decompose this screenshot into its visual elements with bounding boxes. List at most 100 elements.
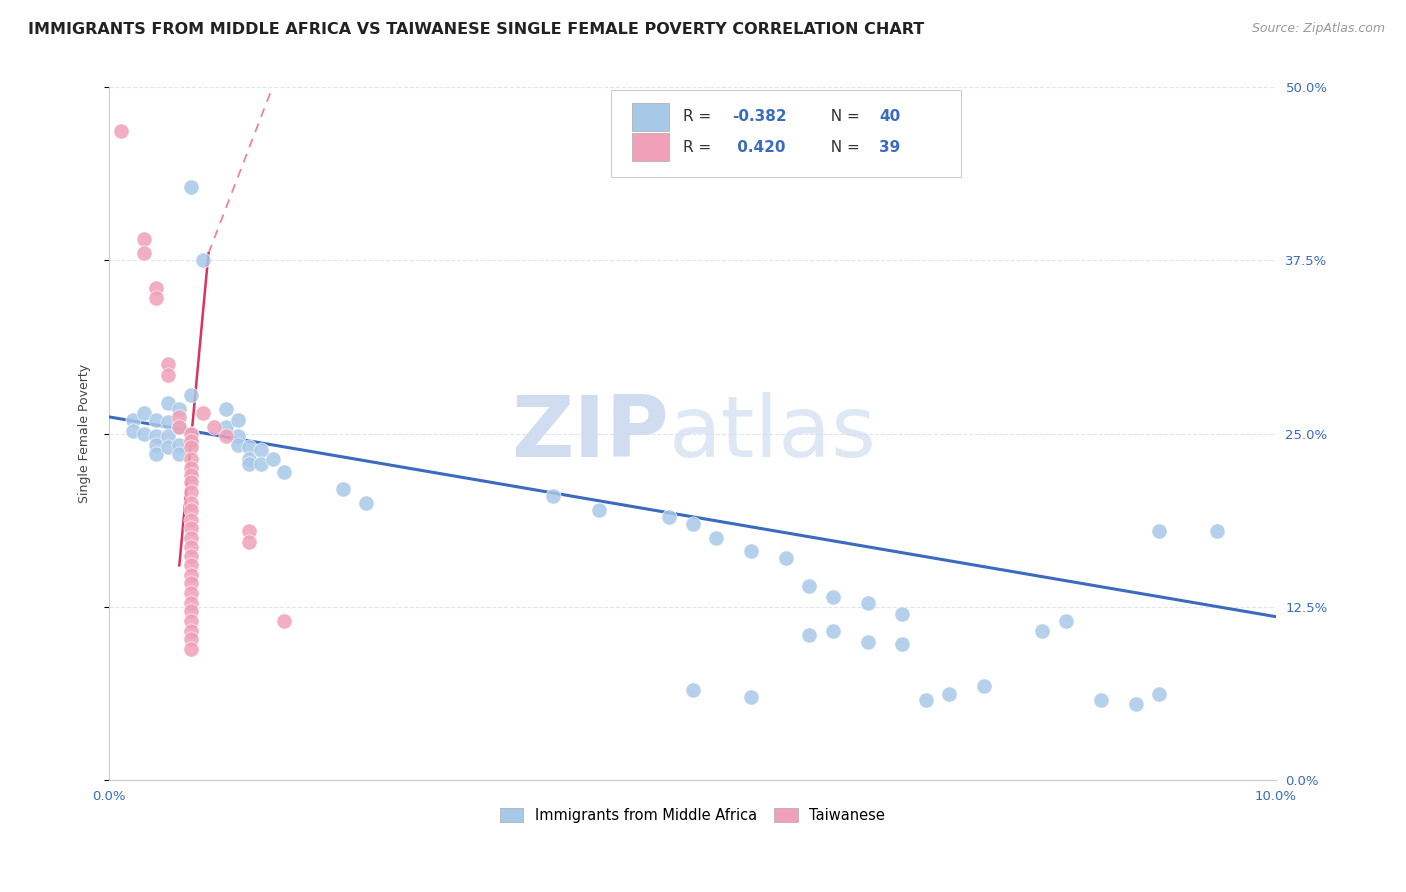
Point <box>180 426 202 441</box>
Point <box>273 614 295 628</box>
Point <box>169 401 191 416</box>
Point <box>169 419 191 434</box>
Point <box>180 641 202 656</box>
Point <box>191 406 214 420</box>
Point <box>145 429 167 443</box>
Point <box>215 419 238 434</box>
Point <box>156 357 179 371</box>
Point <box>1090 693 1112 707</box>
Point <box>226 438 249 452</box>
Point <box>250 457 273 471</box>
Point <box>1147 687 1170 701</box>
Point <box>215 429 238 443</box>
Text: 40: 40 <box>879 109 900 124</box>
Point <box>180 568 202 582</box>
Point <box>145 281 167 295</box>
Point <box>180 451 202 466</box>
Point <box>238 457 260 471</box>
Point <box>191 253 214 268</box>
FancyBboxPatch shape <box>631 103 669 130</box>
Point <box>973 679 995 693</box>
Text: -0.382: -0.382 <box>733 109 787 124</box>
Text: 0.420: 0.420 <box>733 140 786 154</box>
Point <box>1206 524 1229 538</box>
Point <box>180 388 202 402</box>
Point <box>180 531 202 545</box>
Text: R =: R = <box>683 109 716 124</box>
Point <box>180 461 202 475</box>
Point <box>238 524 260 538</box>
Point <box>354 496 377 510</box>
Point <box>891 607 914 621</box>
Point <box>1054 614 1077 628</box>
Point <box>588 503 610 517</box>
Point <box>914 693 936 707</box>
Point <box>180 426 202 441</box>
Text: N =: N = <box>821 140 865 154</box>
Point <box>180 503 202 517</box>
Point <box>180 614 202 628</box>
Point <box>180 434 202 448</box>
Point <box>238 534 260 549</box>
Point <box>891 637 914 651</box>
Point <box>110 124 132 138</box>
Point <box>856 634 879 648</box>
Point <box>180 549 202 563</box>
Text: Source: ZipAtlas.com: Source: ZipAtlas.com <box>1251 22 1385 36</box>
Point <box>156 368 179 383</box>
Text: R =: R = <box>683 140 716 154</box>
Point <box>180 596 202 610</box>
Point <box>156 396 179 410</box>
Point <box>332 482 354 496</box>
Point <box>169 438 191 452</box>
Point <box>682 683 704 698</box>
Text: atlas: atlas <box>669 392 877 475</box>
Point <box>134 232 156 246</box>
FancyBboxPatch shape <box>631 134 669 161</box>
Text: IMMIGRANTS FROM MIDDLE AFRICA VS TAIWANESE SINGLE FEMALE POVERTY CORRELATION CHA: IMMIGRANTS FROM MIDDLE AFRICA VS TAIWANE… <box>28 22 924 37</box>
Point <box>180 441 202 455</box>
Point <box>169 419 191 434</box>
Legend: Immigrants from Middle Africa, Taiwanese: Immigrants from Middle Africa, Taiwanese <box>494 802 891 829</box>
Point <box>134 246 156 260</box>
Point <box>682 516 704 531</box>
Text: 39: 39 <box>879 140 900 154</box>
Text: ZIP: ZIP <box>512 392 669 475</box>
Y-axis label: Single Female Poverty: Single Female Poverty <box>79 364 91 503</box>
Point <box>704 531 727 545</box>
Point <box>145 447 167 461</box>
Point <box>169 447 191 461</box>
Point <box>1147 524 1170 538</box>
Point <box>180 632 202 646</box>
Point <box>180 541 202 555</box>
Point <box>180 576 202 591</box>
Point <box>658 509 681 524</box>
Point <box>226 429 249 443</box>
Point <box>145 413 167 427</box>
Point <box>1031 624 1053 638</box>
Point <box>215 401 238 416</box>
Point <box>156 441 179 455</box>
FancyBboxPatch shape <box>610 90 960 177</box>
Point <box>821 591 844 605</box>
Point <box>180 475 202 490</box>
Point <box>740 544 762 558</box>
Point <box>180 604 202 618</box>
Point <box>134 406 156 420</box>
Point <box>821 624 844 638</box>
Point <box>145 438 167 452</box>
Point <box>156 416 179 430</box>
Point <box>226 413 249 427</box>
Point <box>273 466 295 480</box>
Point <box>180 468 202 483</box>
Point <box>180 558 202 573</box>
Point <box>938 687 960 701</box>
Point <box>1125 697 1147 711</box>
Point <box>262 451 284 466</box>
Point <box>180 179 202 194</box>
Point <box>238 441 260 455</box>
Point <box>250 443 273 458</box>
Point <box>856 596 879 610</box>
Point <box>169 409 191 424</box>
Point <box>134 426 156 441</box>
